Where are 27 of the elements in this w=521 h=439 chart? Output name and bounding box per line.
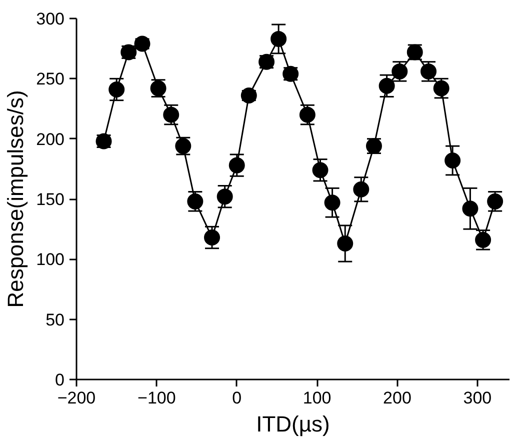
point [204, 230, 220, 246]
point [337, 236, 354, 252]
y-tick-label: 250 [36, 70, 65, 89]
y-tick-label: 50 [46, 310, 65, 330]
y-tick-label: 200 [36, 130, 65, 149]
point [270, 30, 287, 47]
point [216, 188, 233, 205]
y-axis-title: Response(impulses/s) [3, 90, 28, 308]
x-tick-label: −100 [138, 388, 176, 408]
y-tick-label: 100 [36, 250, 65, 270]
x-tick-label: 0 [232, 388, 242, 408]
point [353, 181, 370, 198]
point [444, 152, 461, 168]
point [378, 78, 395, 94]
x-axis-title: ITD(µs) [256, 412, 330, 436]
point [462, 200, 478, 217]
x-tick-label: −200 [57, 388, 96, 408]
x-tick-label: 300 [463, 388, 492, 408]
y-tick-label: 300 [36, 10, 65, 28]
point [312, 162, 328, 178]
y-tick-label: 150 [36, 190, 65, 209]
point [324, 194, 340, 211]
point [228, 157, 245, 174]
x-tick-label: 200 [383, 388, 412, 408]
point [108, 82, 125, 98]
x-tick-label: 100 [302, 388, 332, 408]
y-tick-label: 0 [55, 370, 65, 390]
